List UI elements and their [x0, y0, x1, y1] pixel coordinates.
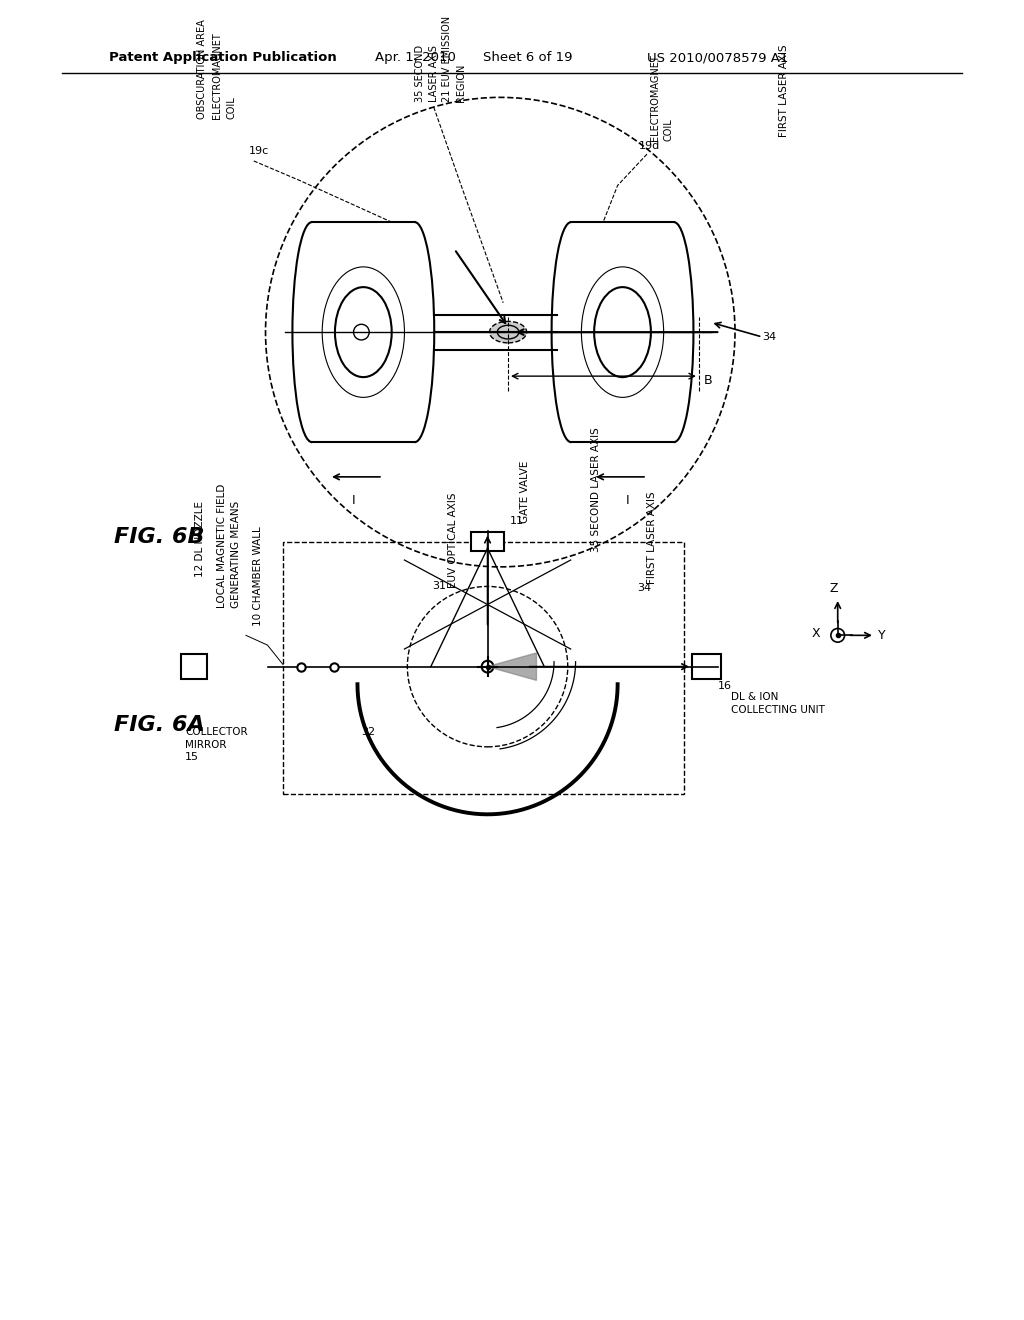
Circle shape: [353, 325, 370, 341]
Text: Y: Y: [878, 628, 886, 642]
Circle shape: [830, 628, 845, 642]
Text: 15: 15: [185, 752, 200, 763]
FancyBboxPatch shape: [181, 653, 207, 680]
Text: 19d: 19d: [639, 141, 660, 152]
Text: COLLECTING UNIT: COLLECTING UNIT: [731, 705, 825, 714]
Text: ELECTROMAGNET: ELECTROMAGNET: [212, 32, 221, 119]
Text: Apr. 1, 2010: Apr. 1, 2010: [375, 51, 456, 65]
Polygon shape: [487, 653, 537, 680]
Text: EUV OPTICAL AXIS: EUV OPTICAL AXIS: [449, 492, 459, 589]
Text: FIG. 6B: FIG. 6B: [114, 527, 205, 548]
Text: 32: 32: [361, 727, 376, 737]
Text: MIRROR: MIRROR: [185, 739, 226, 750]
Text: LASER AXIS: LASER AXIS: [429, 45, 438, 102]
Text: 19c: 19c: [249, 147, 269, 156]
Text: 11: 11: [510, 516, 524, 525]
Text: FIG. 6A: FIG. 6A: [114, 715, 205, 735]
Text: B: B: [703, 374, 713, 387]
Text: 10 CHAMBER WALL: 10 CHAMBER WALL: [253, 525, 263, 626]
Text: FIRST LASER AXIS: FIRST LASER AXIS: [779, 44, 788, 136]
Text: 12 DL NOZZLE: 12 DL NOZZLE: [195, 500, 205, 577]
FancyBboxPatch shape: [471, 532, 504, 552]
Text: 34: 34: [637, 583, 651, 594]
Text: 31: 31: [432, 581, 446, 591]
Text: I: I: [626, 494, 629, 507]
FancyBboxPatch shape: [692, 653, 721, 680]
Text: 35 SECOND LASER AXIS: 35 SECOND LASER AXIS: [591, 428, 601, 552]
Text: GENERATING MEANS: GENERATING MEANS: [231, 500, 242, 609]
Text: COLLECTOR: COLLECTOR: [185, 727, 248, 737]
Text: LOCAL MAGNETIC FIELD: LOCAL MAGNETIC FIELD: [216, 483, 226, 609]
Text: GATE VALVE: GATE VALVE: [520, 461, 529, 523]
Text: COIL: COIL: [226, 96, 237, 119]
Text: 35 SECOND: 35 SECOND: [415, 45, 425, 102]
Text: COIL: COIL: [664, 119, 674, 141]
Text: X: X: [811, 627, 820, 640]
Text: FIRST LASER AXIS: FIRST LASER AXIS: [647, 492, 656, 585]
Text: 16: 16: [718, 681, 731, 692]
Text: Z: Z: [829, 582, 838, 595]
Text: 21 EUV EMISSION: 21 EUV EMISSION: [442, 16, 453, 102]
Text: Patent Application Publication: Patent Application Publication: [109, 51, 337, 65]
Text: US 2010/0078579 A1: US 2010/0078579 A1: [647, 51, 788, 65]
Text: ELECTROMAGNET: ELECTROMAGNET: [650, 54, 659, 141]
Text: I: I: [351, 494, 355, 507]
Text: OBSCURATION AREA: OBSCURATION AREA: [197, 20, 207, 119]
Circle shape: [481, 661, 494, 672]
Text: REGION: REGION: [456, 63, 466, 102]
Text: Sheet 6 of 19: Sheet 6 of 19: [482, 51, 572, 65]
Text: DL & ION: DL & ION: [731, 692, 778, 702]
Text: 34: 34: [763, 333, 776, 342]
Ellipse shape: [489, 321, 526, 343]
